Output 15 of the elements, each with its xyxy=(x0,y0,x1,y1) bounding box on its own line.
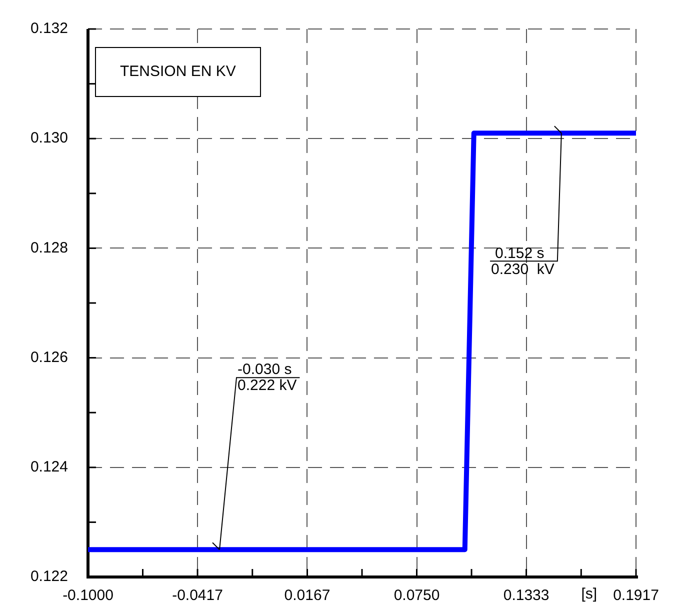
x-tick-label: 0.0750 xyxy=(394,587,440,604)
x-axis-title: [s] xyxy=(581,586,598,603)
y-tick-label: 0.128 xyxy=(30,239,68,256)
annotation: -0.030 s 0.222 kV xyxy=(238,361,297,394)
text: TENSION EN KV xyxy=(120,63,236,81)
x-tick-label: 0.1333 xyxy=(503,587,550,604)
y-tick-label: 0.126 xyxy=(30,348,68,366)
x-tick-label: -0.1000 xyxy=(62,587,114,604)
y-tick-label: 0.124 xyxy=(30,458,68,476)
y-tick-label: 0.122 xyxy=(30,568,68,586)
x-tick-label: 0.1917 xyxy=(613,587,659,604)
x-tick-label: -0.0417 xyxy=(172,587,223,604)
y-tick-label: 0.132 xyxy=(30,20,68,38)
y-tick-label: 0.130 xyxy=(30,130,68,147)
x-tick-label: 0.0167 xyxy=(284,587,330,604)
